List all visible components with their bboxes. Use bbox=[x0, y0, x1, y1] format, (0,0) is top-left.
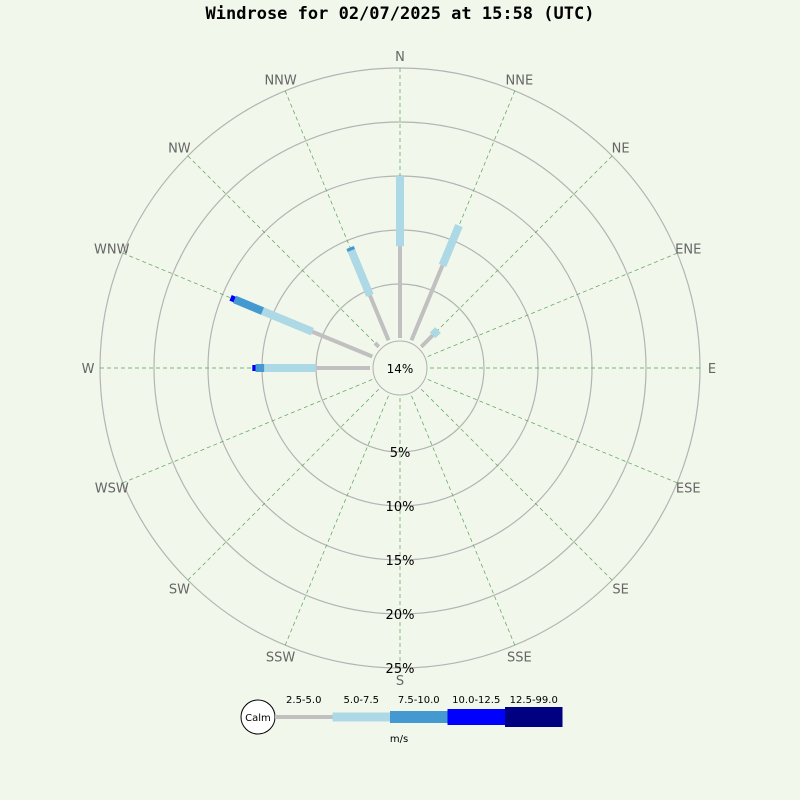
direction-labels: N NNE NE ENE E ESE SE SSE S SSW SW WSW W WNW NW NNW bbox=[82, 50, 717, 689]
legend-label-1: 2.5-5.0 bbox=[286, 695, 321, 706]
calm-circle bbox=[372, 340, 428, 396]
petal-wnw-bin-1 bbox=[311, 329, 374, 359]
direction-label-s: S bbox=[396, 674, 404, 689]
spoke-ese bbox=[427, 379, 678, 484]
spoke-nw bbox=[187, 155, 380, 348]
calm-percent-label: 14% bbox=[387, 362, 414, 376]
ring-label-5: 25% bbox=[386, 662, 415, 677]
legend-label-5: 12.5-99.0 bbox=[510, 695, 558, 706]
direction-label-e: E bbox=[708, 362, 716, 377]
chart-title: Windrose for 02/07/2025 at 15:58 (UTC) bbox=[205, 4, 595, 24]
spoke-ene bbox=[427, 252, 678, 357]
petal-nw-bin-1 bbox=[373, 341, 381, 349]
spoke-ssw bbox=[284, 395, 389, 646]
legend-swatch-5 bbox=[505, 707, 563, 727]
spoke-sw bbox=[187, 388, 380, 581]
ring-label-3: 15% bbox=[386, 554, 415, 569]
direction-label-ssw: SSW bbox=[266, 650, 296, 665]
calm-circle-group: 14% bbox=[372, 340, 428, 396]
direction-label-wnw: WNW bbox=[94, 243, 130, 258]
ring-label-4: 20% bbox=[386, 608, 415, 623]
legend-unit-label: m/s bbox=[390, 734, 408, 745]
direction-label-ne: NE bbox=[612, 141, 630, 156]
legend-label-3: 7.5-10.0 bbox=[398, 695, 440, 706]
direction-label-sw: SW bbox=[169, 583, 190, 598]
direction-label-n: N bbox=[395, 50, 405, 65]
ring-label-1: 5% bbox=[390, 446, 411, 461]
spoke-sse bbox=[411, 395, 516, 646]
spoke-ne bbox=[420, 155, 613, 348]
legend-swatch-2 bbox=[332, 712, 390, 722]
legend-label-4: 10.0-12.5 bbox=[452, 695, 500, 706]
petal-wnw-bin-3 bbox=[233, 295, 265, 315]
petal-nne-bin-1 bbox=[409, 264, 445, 342]
direction-label-nnw: NNW bbox=[264, 74, 296, 89]
legend-swatch-3 bbox=[390, 711, 448, 723]
petals bbox=[229, 176, 463, 372]
legend: Calm m/s 2.5-5.0 5.0-7.5 7.5-10.0 10.0-12.5… bbox=[240, 695, 563, 745]
petal-nnw-bin-1 bbox=[368, 294, 391, 342]
direction-label-sse: SSE bbox=[507, 650, 532, 665]
direction-label-se: SE bbox=[612, 583, 628, 598]
ring-labels: 5% 10% 15% 20% 25% bbox=[386, 446, 415, 677]
direction-label-nne: NNE bbox=[506, 74, 534, 89]
petal-ne-bin-1 bbox=[419, 333, 435, 349]
petal-nne-bin-2 bbox=[438, 224, 463, 267]
grid-ring-4 bbox=[153, 121, 647, 615]
direction-label-nw: NW bbox=[168, 141, 191, 156]
petal-nnw-bin-2 bbox=[347, 248, 374, 297]
direction-label-ene: ENE bbox=[675, 243, 701, 258]
petal-ne-bin-2 bbox=[429, 327, 441, 339]
legend-calm-label: Calm bbox=[245, 713, 271, 724]
direction-label-ese: ESE bbox=[676, 481, 701, 496]
spoke-se bbox=[420, 388, 613, 581]
legend-swatch-4 bbox=[447, 709, 505, 725]
spoke-wsw bbox=[122, 379, 373, 484]
petal-nnw-bin-3 bbox=[346, 245, 356, 253]
direction-label-w: W bbox=[82, 362, 95, 377]
petal-wnw-bin-2 bbox=[260, 307, 314, 336]
legend-swatch-1 bbox=[275, 715, 333, 719]
legend-label-2: 5.0-7.5 bbox=[344, 695, 379, 706]
ring-label-2: 10% bbox=[386, 500, 415, 515]
direction-label-wsw: WSW bbox=[95, 481, 129, 496]
petal-wnw-bin-4 bbox=[229, 295, 236, 303]
